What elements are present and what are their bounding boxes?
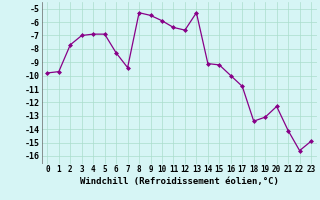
X-axis label: Windchill (Refroidissement éolien,°C): Windchill (Refroidissement éolien,°C) bbox=[80, 177, 279, 186]
